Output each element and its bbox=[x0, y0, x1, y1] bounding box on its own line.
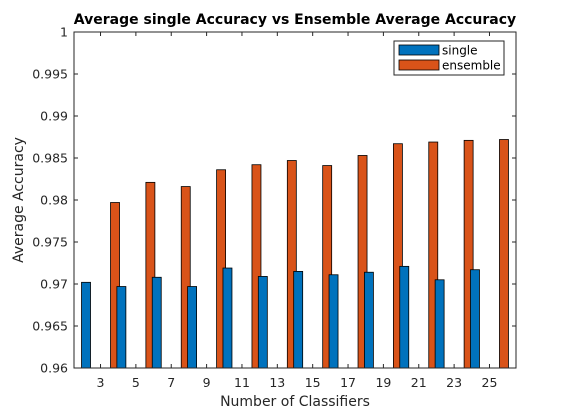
legend-label-single: single bbox=[442, 44, 478, 58]
bar-single-19 bbox=[363, 271, 374, 369]
bar-single-11 bbox=[222, 267, 233, 369]
y-tick-label: 0.995 bbox=[32, 67, 68, 82]
bars-group bbox=[81, 139, 509, 369]
y-tick-label: 1 bbox=[60, 25, 68, 40]
y-tick-label: 0.96 bbox=[40, 361, 68, 376]
ticks-group: 3 5 7 9 11 13 15 17 19 21 23 25 0.96 0.965 0.97 0.975 0.… bbox=[32, 25, 516, 390]
y-tick-label: 0.97 bbox=[40, 277, 68, 292]
bar-single-7 bbox=[151, 276, 162, 369]
bar-single-21 bbox=[399, 265, 410, 369]
legend-swatch-ensemble bbox=[398, 59, 440, 71]
bar-single-23 bbox=[434, 279, 445, 369]
y-tick-label: 0.975 bbox=[32, 235, 68, 250]
bar-single-25 bbox=[470, 269, 480, 369]
bar-ensemble-25 bbox=[499, 139, 509, 369]
x-tick-label: 19 bbox=[375, 375, 391, 390]
bar-single-17 bbox=[328, 274, 339, 369]
y-axis-label: Average Accuracy bbox=[11, 137, 27, 263]
x-tick-label: 25 bbox=[482, 375, 498, 390]
bar-single-9 bbox=[187, 286, 198, 369]
bar-single-13 bbox=[257, 276, 268, 369]
x-tick-label: 9 bbox=[203, 375, 211, 390]
x-tick-label: 7 bbox=[167, 375, 175, 390]
x-axis-label: Number of Classifiers bbox=[220, 394, 370, 410]
y-tick-label: 0.985 bbox=[32, 151, 68, 166]
legend-label-ensemble: ensemble bbox=[442, 59, 501, 73]
plot-area-border bbox=[73, 31, 517, 369]
x-tick-label: 5 bbox=[132, 375, 140, 390]
legend-swatch-single bbox=[398, 44, 440, 56]
chart-title: Average single Accuracy vs Ensemble Aver… bbox=[74, 12, 516, 28]
x-tick-label: 23 bbox=[446, 375, 462, 390]
x-tick-label: 17 bbox=[340, 375, 356, 390]
x-tick-label: 3 bbox=[97, 375, 105, 390]
x-tick-label: 15 bbox=[305, 375, 321, 390]
bar-single-5 bbox=[116, 286, 127, 369]
x-tick-label: 13 bbox=[269, 375, 285, 390]
bar-single-3 bbox=[81, 281, 91, 369]
y-tick-label: 0.99 bbox=[40, 109, 68, 124]
x-tick-label: 11 bbox=[234, 375, 250, 390]
y-tick-label: 0.965 bbox=[32, 319, 68, 334]
y-tick-label: 0.98 bbox=[40, 193, 68, 208]
x-tick-label: 21 bbox=[411, 375, 427, 390]
bar-single-15 bbox=[293, 270, 304, 369]
